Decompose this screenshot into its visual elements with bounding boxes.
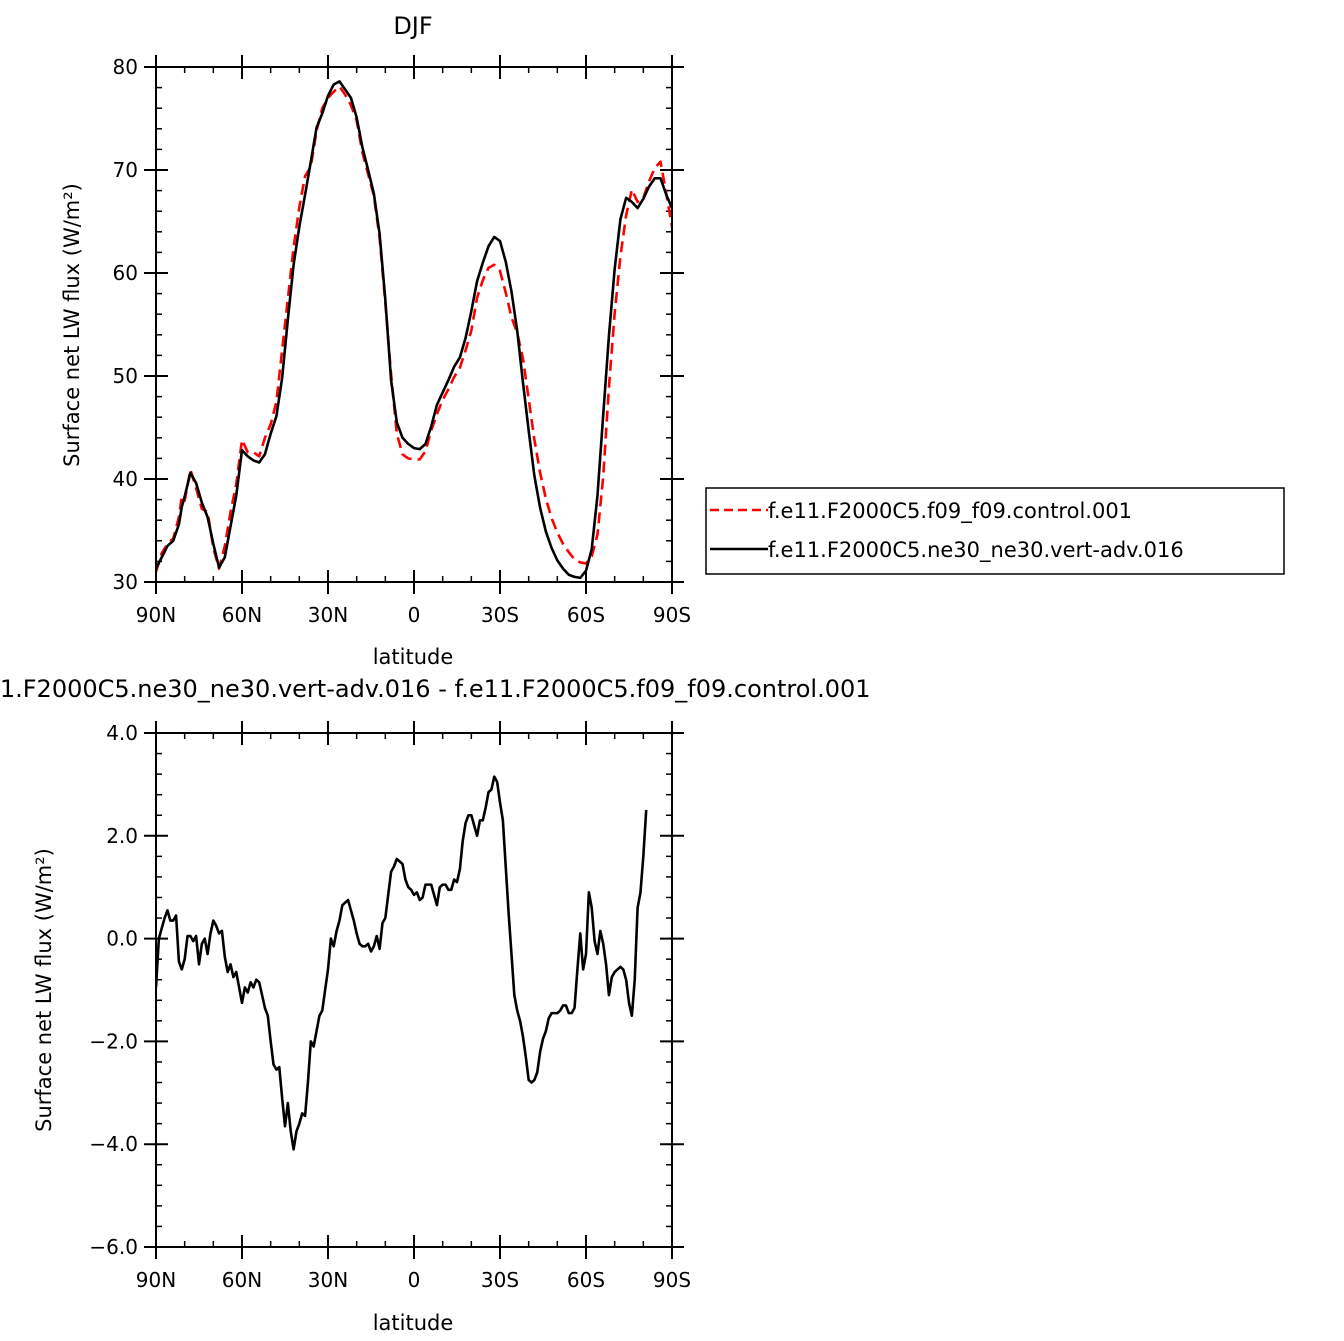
top-x-tick-label: 60S bbox=[567, 603, 605, 627]
top-y-tick-label: 60 bbox=[113, 261, 138, 285]
top-y-tick-label: 70 bbox=[113, 158, 138, 182]
top-x-tick-label: 90S bbox=[653, 603, 691, 627]
bottom-plot-frame bbox=[155, 732, 673, 1248]
bottom-y-tick-label: −6.0 bbox=[89, 1235, 138, 1259]
legend-label-vert-adv: f.e11.F2000C5.ne30_ne30.vert-adv.016 bbox=[768, 538, 1184, 563]
top-x-tick-label: 0 bbox=[408, 603, 421, 627]
bottom-y-tick-label: 4.0 bbox=[106, 721, 138, 745]
bottom-x-tick-label: 30N bbox=[308, 1268, 348, 1292]
top-x-tick-label: 60N bbox=[222, 603, 262, 627]
bottom-y-tick-label: −2.0 bbox=[89, 1029, 138, 1053]
bottom-x-tick-label: 90S bbox=[653, 1268, 691, 1292]
bottom-x-tick-label: 90N bbox=[136, 1268, 176, 1292]
top-plot-frame bbox=[155, 66, 673, 583]
bottom-y-tick-label: 2.0 bbox=[106, 824, 138, 848]
legend-box bbox=[705, 487, 1285, 575]
top-y-tick-label: 80 bbox=[113, 55, 138, 79]
legend: f.e11.F2000C5.f09_f09.control.001 f.e11.… bbox=[705, 487, 1285, 575]
top-y-tick-label: 50 bbox=[113, 364, 138, 388]
bottom-y-axis-title: Surface net LW flux (W/m²) bbox=[32, 848, 56, 1132]
top-x-tick-label: 30S bbox=[481, 603, 519, 627]
top-x-axis-title: latitude bbox=[373, 645, 454, 669]
top-y-axis-title: Surface net LW flux (W/m²) bbox=[60, 183, 84, 467]
bottom-plot-area: 4.0 2.0 0.0 −2.0 −4.0 −6.0 90N 60N 30N 0 30S 60S 90S bbox=[89, 721, 691, 1292]
bottom-chart-title: f.e11.F2000C5.ne30_ne30.vert-adv.016 - f… bbox=[0, 675, 871, 703]
legend-label-control: f.e11.F2000C5.f09_f09.control.001 bbox=[768, 499, 1132, 524]
top-y-tick-label: 30 bbox=[113, 570, 138, 594]
top-x-tick-label: 90N bbox=[136, 603, 176, 627]
bottom-panel: f.e11.F2000C5.ne30_ne30.vert-adv.016 - f… bbox=[0, 675, 871, 1335]
top-x-tick-label: 30N bbox=[308, 603, 348, 627]
bottom-x-tick-label: 0 bbox=[408, 1268, 421, 1292]
bottom-x-tick-label: 60S bbox=[567, 1268, 605, 1292]
top-panel: DJF 30 40 50 60 70 80 90N 60N 30N 0 30S 60S 90S lati… bbox=[60, 12, 1285, 669]
bottom-y-tick-label: −4.0 bbox=[89, 1132, 138, 1156]
bottom-x-axis-title: latitude bbox=[373, 1311, 454, 1335]
bottom-series-line-0 bbox=[156, 775, 648, 1151]
bottom-x-tick-label: 30S bbox=[481, 1268, 519, 1292]
top-series-line-1 bbox=[156, 80, 672, 580]
top-plot-area: 30 40 50 60 70 80 90N 60N 30N 0 30S 60S 90S bbox=[113, 55, 691, 627]
top-y-tick-label: 40 bbox=[113, 467, 138, 491]
top-series-line-0 bbox=[156, 85, 672, 573]
bottom-x-tick-label: 60N bbox=[222, 1268, 262, 1292]
bottom-y-tick-label: 0.0 bbox=[106, 927, 138, 951]
top-chart-title: DJF bbox=[393, 12, 432, 40]
